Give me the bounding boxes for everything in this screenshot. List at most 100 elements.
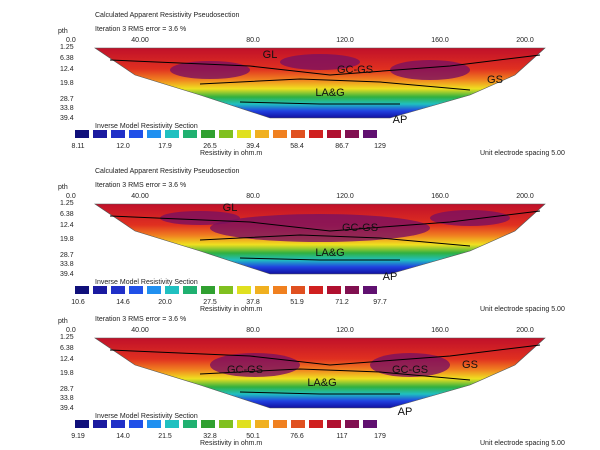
x-label: 40.00: [131, 327, 149, 334]
annotation: LA&G: [315, 87, 344, 99]
boundary: [239, 101, 400, 105]
legend-swatch: [201, 130, 215, 138]
annotation: AP: [383, 271, 398, 283]
x-label: 40.00: [131, 193, 149, 200]
section: [95, 48, 545, 118]
depth-label: 1.25: [60, 44, 74, 51]
boundary: [199, 234, 471, 247]
legend-swatch: [255, 130, 269, 138]
x-label: 200.0: [516, 327, 534, 334]
boundary: [199, 78, 471, 91]
legend-swatch: [363, 420, 377, 428]
legend-value: 14.0: [116, 433, 130, 440]
high-zone: [280, 54, 360, 70]
x-label: 120.0: [336, 327, 354, 334]
legend-swatch: [129, 420, 143, 428]
boundary: [109, 54, 541, 76]
x-label: 40.00: [131, 37, 149, 44]
depth-header: pth: [58, 184, 68, 191]
legend-unit: Resistivity in ohm.m: [200, 440, 262, 447]
legend-unit: Resistivity in ohm.m: [200, 306, 262, 313]
legend-title: Inverse Model Resistivity Section: [95, 413, 198, 420]
legend-swatch: [165, 286, 179, 294]
high-zone: [430, 210, 510, 226]
legend-value: 117: [336, 433, 347, 440]
legend-swatch: [309, 286, 323, 294]
legend-swatch: [129, 130, 143, 138]
spacing: Unit electrode spacing 5.00: [480, 440, 565, 447]
annotation: GC-GS: [392, 364, 428, 376]
legend-value: 37.8: [246, 299, 260, 306]
legend-swatch: [327, 420, 341, 428]
legend-swatch: [255, 420, 269, 428]
x-label: 160.0: [431, 193, 449, 200]
depth-label: 12.4: [60, 356, 74, 363]
legend-swatch: [111, 130, 125, 138]
legend-unit: Resistivity in ohm.m: [200, 150, 262, 157]
x-label: 160.0: [431, 327, 449, 334]
depth-label: 6.38: [60, 211, 74, 218]
legend-swatch: [273, 286, 287, 294]
legend-swatch: [255, 286, 269, 294]
legend-swatch: [291, 286, 305, 294]
legend-swatch: [309, 130, 323, 138]
legend-swatch: [183, 130, 197, 138]
x-label: 80.0: [246, 327, 260, 334]
depth-label: 28.7: [60, 252, 74, 259]
legend-value: 9.19: [71, 433, 85, 440]
spacing: Unit electrode spacing 5.00: [480, 150, 565, 157]
depth-label: 33.8: [60, 105, 74, 112]
legend-value: 17.9: [158, 143, 172, 150]
legend-swatch: [309, 420, 323, 428]
annotation: LA&G: [307, 377, 336, 389]
boundary: [199, 368, 471, 381]
legend-swatch: [183, 286, 197, 294]
high-zone: [390, 60, 470, 80]
legend-swatch: [201, 286, 215, 294]
annotation: GC-GS: [227, 364, 263, 376]
legend-swatch: [327, 130, 341, 138]
boundary: [239, 391, 400, 395]
legend-value: 97.7: [373, 299, 387, 306]
legend-swatch: [165, 130, 179, 138]
legend-value: 50.1: [246, 433, 260, 440]
legend-value: 27.5: [203, 299, 217, 306]
depth-label: 39.4: [60, 405, 74, 412]
legend-swatch: [75, 420, 89, 428]
depth-label: 6.38: [60, 345, 74, 352]
x-label: 200.0: [516, 37, 534, 44]
legend-value: 12.0: [116, 143, 130, 150]
legend-swatch: [273, 420, 287, 428]
section-outline: [94, 337, 546, 409]
x-label: 0.0: [66, 327, 76, 334]
depth-label: 39.4: [60, 271, 74, 278]
legend-value: 129: [374, 143, 386, 150]
depth-label: 39.4: [60, 115, 74, 122]
legend-swatch: [201, 420, 215, 428]
section-outline: [94, 203, 546, 275]
legend-swatch: [147, 286, 161, 294]
annotation: AP: [398, 406, 413, 418]
high-zone: [170, 61, 250, 79]
section-outline: [94, 47, 546, 119]
depth-label: 19.8: [60, 236, 74, 243]
depth-label: 6.38: [60, 55, 74, 62]
depth-label: 12.4: [60, 66, 74, 73]
panel-title: Calculated Apparent Resistivity Pseudose…: [95, 168, 239, 175]
section: [95, 338, 545, 408]
legend-title: Inverse Model Resistivity Section: [95, 123, 198, 130]
legend-swatch: [219, 286, 233, 294]
legend-value: 20.0: [158, 299, 172, 306]
legend-swatch: [345, 130, 359, 138]
annotation: GC-GS: [337, 64, 373, 76]
legend-swatch: [129, 286, 143, 294]
depth-label: 28.7: [60, 386, 74, 393]
legend-value: 179: [374, 433, 386, 440]
legend-swatch: [93, 286, 107, 294]
depth-label: 1.25: [60, 200, 74, 207]
spacing: Unit electrode spacing 5.00: [480, 306, 565, 313]
legend-value: 86.7: [335, 143, 349, 150]
legend-value: 32.8: [203, 433, 217, 440]
legend-value: 21.5: [158, 433, 172, 440]
